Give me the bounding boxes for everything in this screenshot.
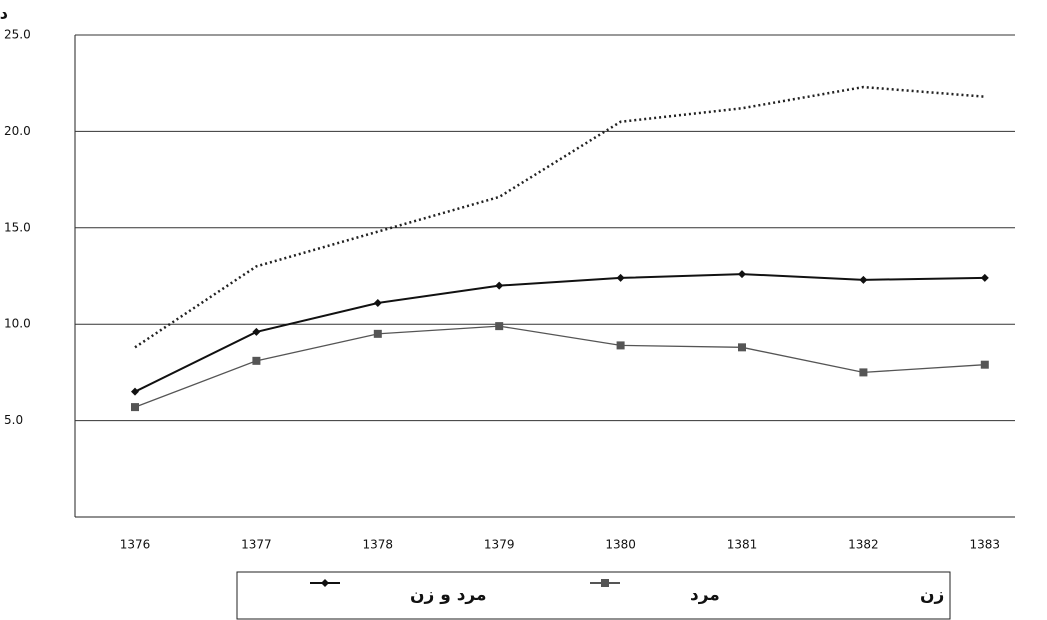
legend-marker xyxy=(321,579,329,587)
legend-box xyxy=(237,572,950,619)
data-point xyxy=(617,341,625,349)
legend-label: مرد xyxy=(690,585,720,605)
y-axis-label: درصد xyxy=(0,4,8,23)
y-tick-label: 5.0 xyxy=(4,413,23,427)
x-tick-label: 1381 xyxy=(727,538,758,552)
data-point xyxy=(495,282,503,290)
y-tick-label: 25.0 xyxy=(4,28,31,42)
data-point xyxy=(495,322,503,330)
data-point xyxy=(981,361,989,369)
data-point xyxy=(738,343,746,351)
data-point xyxy=(252,328,260,336)
y-tick-label: 10.0 xyxy=(4,317,31,331)
data-point xyxy=(374,299,382,307)
data-point xyxy=(374,330,382,338)
data-point xyxy=(252,357,260,365)
chart: درصد 5.0 10.0 15.0 20.0 25.0 1376 1377 1378 1379… xyxy=(0,0,1047,620)
data-point xyxy=(859,368,867,376)
y-tick-label: 20.0 xyxy=(4,124,31,138)
legend-marker xyxy=(601,579,609,587)
x-tick-label: 1377 xyxy=(241,538,272,552)
y-tick-label: 15.0 xyxy=(4,220,31,234)
data-point xyxy=(981,274,989,282)
x-tick-label: 1378 xyxy=(363,538,394,552)
series-line xyxy=(135,326,985,407)
series-line xyxy=(135,87,985,347)
data-point xyxy=(131,388,139,396)
x-tick-label: 1379 xyxy=(484,538,515,552)
data-point xyxy=(738,270,746,278)
data-point xyxy=(131,403,139,411)
x-tick-label: 1382 xyxy=(848,538,879,552)
x-tick-label: 1383 xyxy=(970,538,1001,552)
data-point xyxy=(617,274,625,282)
x-tick-label: 1376 xyxy=(120,538,151,552)
legend-label: مرد و زن xyxy=(410,585,487,605)
legend-label: زن xyxy=(920,585,944,605)
data-point xyxy=(859,276,867,284)
series-line xyxy=(135,274,985,392)
x-tick-label: 1380 xyxy=(605,538,636,552)
